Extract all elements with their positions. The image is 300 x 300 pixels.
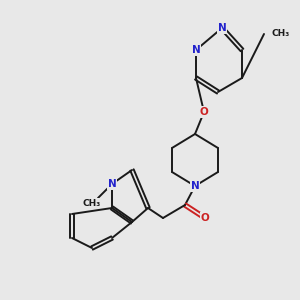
- Text: N: N: [108, 179, 116, 189]
- Text: CH₃: CH₃: [83, 199, 101, 208]
- Text: N: N: [190, 181, 200, 191]
- Text: CH₃: CH₃: [271, 28, 289, 38]
- Text: O: O: [201, 213, 209, 223]
- Text: N: N: [192, 45, 200, 55]
- Text: N: N: [218, 23, 226, 33]
- Text: O: O: [200, 107, 208, 117]
